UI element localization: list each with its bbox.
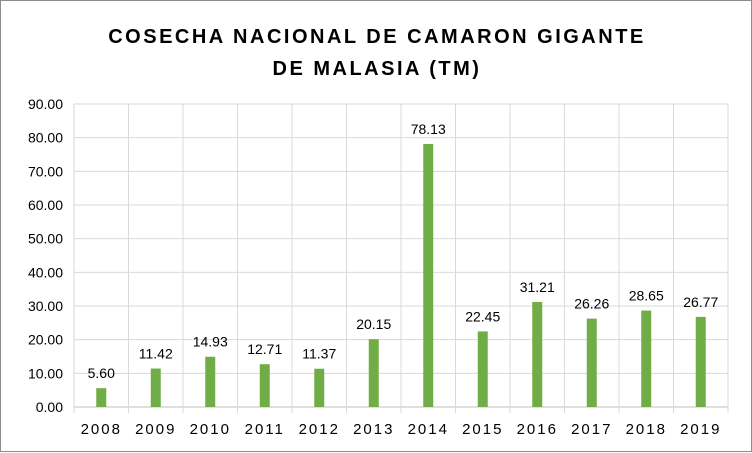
y-tick-label: 40.00 xyxy=(28,264,63,280)
y-tick-label: 70.00 xyxy=(28,163,63,179)
y-tick-label: 30.00 xyxy=(28,298,63,314)
x-category-label-2012: 2012 xyxy=(299,421,340,438)
data-label-2008: 5.60 xyxy=(88,365,115,381)
data-label-2014: 78.13 xyxy=(411,121,446,137)
bar-2010 xyxy=(205,356,216,407)
x-category-label-2011: 2011 xyxy=(245,421,285,438)
y-tick-label: 80.00 xyxy=(28,130,63,146)
bar-2009 xyxy=(150,368,161,407)
x-category-label-2015: 2015 xyxy=(462,421,503,438)
data-label-2019: 26.77 xyxy=(683,294,718,310)
data-label-2016: 31.21 xyxy=(520,279,555,295)
data-label-2013: 20.15 xyxy=(356,316,391,332)
x-category-label-2018: 2018 xyxy=(626,421,667,438)
bar-2012 xyxy=(314,368,325,407)
y-tick-label: 0.00 xyxy=(36,399,63,415)
data-label-2012: 11.37 xyxy=(302,346,336,362)
bar-2011 xyxy=(259,364,270,407)
bar-2019 xyxy=(695,316,706,407)
gridlines xyxy=(73,103,729,413)
data-label-2011: 12.71 xyxy=(247,341,282,357)
bar-2015 xyxy=(477,331,488,407)
x-axis-category-labels: 2008 2009 2010 2011 2012 2013 2014 2015 2016 2017… xyxy=(81,421,721,438)
x-category-label-2009: 2009 xyxy=(135,421,176,438)
bar-2013 xyxy=(368,339,379,407)
bars xyxy=(96,143,706,407)
y-tick-label: 20.00 xyxy=(28,332,63,348)
y-axis-tick-labels: 0.00 10.00 20.00 30.00 40.00 50.00 60.00 70.00 8… xyxy=(28,96,63,415)
x-category-label-2008: 2008 xyxy=(81,421,122,438)
data-label-2010: 14.93 xyxy=(193,334,228,350)
bar-2008 xyxy=(96,388,107,407)
x-category-label-2014: 2014 xyxy=(408,421,449,438)
bar-2018 xyxy=(641,310,652,407)
data-label-2017: 26.26 xyxy=(574,296,609,312)
y-tick-label: 10.00 xyxy=(28,365,63,381)
bar-2016 xyxy=(532,301,543,407)
bar-2017 xyxy=(586,318,597,407)
x-category-label-2010: 2010 xyxy=(190,421,231,438)
x-category-label-2019: 2019 xyxy=(680,421,721,438)
chart-title-line-2: DE MALASIA (TM) xyxy=(273,58,482,80)
y-tick-label: 60.00 xyxy=(28,197,63,213)
chart-title-line-1: COSECHA NACIONAL DE CAMARON GIGANTE xyxy=(108,26,646,48)
data-label-2018: 28.65 xyxy=(629,288,664,304)
x-category-label-2017: 2017 xyxy=(571,421,612,438)
data-label-2015: 22.45 xyxy=(465,308,500,324)
y-tick-label: 90.00 xyxy=(28,96,63,112)
x-category-label-2013: 2013 xyxy=(353,421,394,438)
data-label-2009: 11.42 xyxy=(139,346,173,362)
y-tick-label: 50.00 xyxy=(28,231,63,247)
x-category-label-2016: 2016 xyxy=(517,421,558,438)
data-labels: 5.60 11.42 14.93 12.71 11.37 20.15 78.13 22.45 3… xyxy=(88,121,719,381)
bar-2014 xyxy=(423,143,434,407)
